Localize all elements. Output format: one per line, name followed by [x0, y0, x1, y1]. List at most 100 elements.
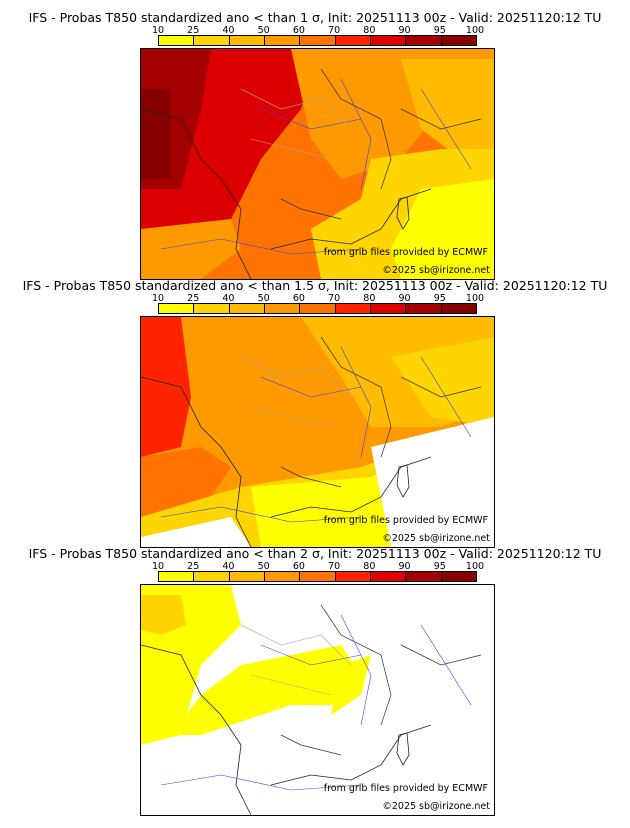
corsica-outline [396, 464, 410, 498]
colorbar-tick: 95 [433, 293, 446, 304]
country-borders [280, 336, 482, 488]
probability-area [141, 89, 171, 179]
colorbar-segment [406, 304, 442, 313]
probability-area [391, 179, 494, 279]
colorbar-segment [194, 304, 230, 313]
colorbar-tick: 40 [222, 293, 235, 304]
country-borders [280, 604, 482, 756]
colorbar-segment [194, 572, 230, 581]
colorbar-tick: 70 [328, 293, 341, 304]
probability-map: from grib files provided by ECMWF ©2025 … [140, 584, 495, 816]
colorbar-tick: 10 [151, 561, 165, 572]
colorbar-tick: 50 [257, 25, 270, 36]
map-panel: IFS - Probas T850 standardized ano < tha… [0, 0, 630, 280]
map-panel: IFS - Probas T850 standardized ano < tha… [0, 536, 630, 816]
colorbar-tick: 100 [465, 293, 485, 304]
colorbar-labels: 10 25 40 50 60 70 80 90 95 100 [152, 293, 484, 304]
colorbar-tick: 100 [465, 25, 485, 36]
colorbar [158, 571, 477, 582]
rivers [160, 346, 472, 523]
colorbar-tick: 40 [222, 25, 235, 36]
colorbar-tick: 50 [257, 293, 270, 304]
colorbar-segment [370, 304, 407, 313]
regional-borders [240, 356, 352, 428]
colorbar-tick: 25 [187, 293, 200, 304]
probability-area [371, 417, 494, 547]
probability-area [141, 517, 251, 547]
colorbar-tick: 70 [328, 561, 341, 572]
colorbar-segment [335, 572, 371, 581]
colorbar-labels: 10 25 40 50 60 70 80 90 95 100 [152, 25, 484, 36]
colorbar-segment [229, 36, 265, 45]
probability-area [141, 447, 231, 517]
colorbar-segment [229, 304, 265, 313]
panel-title: IFS - Probas T850 standardized ano < tha… [22, 278, 608, 293]
colorbar-tick: 70 [328, 25, 341, 36]
colorbar-tick: 25 [187, 561, 200, 572]
colorbar-segment [441, 36, 476, 45]
colorbar-tick: 80 [363, 293, 376, 304]
colorbar-segment [300, 572, 336, 581]
colorbar-segment [300, 36, 336, 45]
copyright-credit: ©2025 sb@irizone.net [382, 533, 490, 544]
rivers [160, 78, 472, 255]
colorbar-segment [441, 572, 476, 581]
colorbar-segment [159, 572, 195, 581]
colorbar-tick: 10 [151, 293, 165, 304]
coastline [141, 108, 252, 279]
colorbar-segment [370, 572, 407, 581]
probability-area [391, 337, 494, 427]
map-panel: IFS - Probas T850 standardized ano < tha… [0, 268, 630, 548]
probability-area [141, 595, 186, 635]
colorbar-tick: 90 [398, 561, 411, 572]
copyright-credit: ©2025 sb@irizone.net [382, 265, 490, 276]
probability-area [331, 655, 371, 715]
regional-borders [240, 624, 352, 696]
probability-area [141, 219, 241, 279]
probability-area [401, 59, 494, 169]
colorbar-segment [370, 36, 407, 45]
colorbar-tick: 100 [465, 561, 485, 572]
colorbar-tick: 60 [292, 25, 305, 36]
colorbar-tick: 10 [151, 25, 165, 36]
colorbar-segment [300, 304, 336, 313]
colorbar-segment [264, 36, 301, 45]
colorbar-segment [159, 304, 195, 313]
colorbar-tick: 60 [292, 293, 305, 304]
colorbar-segment [159, 36, 195, 45]
colorbar [158, 35, 477, 46]
corsica-outline [396, 196, 410, 230]
coastline [141, 644, 252, 815]
panel-title: IFS - Probas T850 standardized ano < tha… [28, 546, 602, 561]
coastline [141, 376, 252, 547]
colorbar-segment [441, 304, 476, 313]
source-credit: from grib files provided by ECMWF [323, 783, 488, 794]
colorbar-segment [264, 304, 301, 313]
corsica-outline [396, 732, 410, 766]
colorbar-tick: 95 [433, 25, 446, 36]
colorbar-tick: 80 [363, 561, 376, 572]
colorbar-labels: 10 25 40 50 60 70 80 90 95 100 [152, 561, 484, 572]
colorbar-tick: 40 [222, 561, 235, 572]
source-credit: from grib files provided by ECMWF [323, 247, 488, 258]
copyright-credit: ©2025 sb@irizone.net [382, 801, 490, 812]
colorbar-segment [406, 572, 442, 581]
colorbar-segment [194, 36, 230, 45]
probability-map: from grib files provided by ECMWF ©2025 … [140, 316, 495, 548]
colorbar-tick: 50 [257, 561, 270, 572]
colorbar-segment [335, 36, 371, 45]
colorbar-tick: 25 [187, 25, 200, 36]
probability-map: from grib files provided by ECMWF ©2025 … [140, 48, 495, 280]
colorbar-tick: 80 [363, 25, 376, 36]
colorbar [158, 303, 477, 314]
colorbar-segment [406, 36, 442, 45]
colorbar-segment [264, 572, 301, 581]
colorbar-segment [229, 572, 265, 581]
colorbar-tick: 60 [292, 561, 305, 572]
probability-area [141, 317, 191, 457]
source-credit: from grib files provided by ECMWF [323, 515, 488, 526]
colorbar-tick: 90 [398, 293, 411, 304]
colorbar-segment [335, 304, 371, 313]
regional-borders [240, 88, 352, 160]
colorbar-tick: 95 [433, 561, 446, 572]
